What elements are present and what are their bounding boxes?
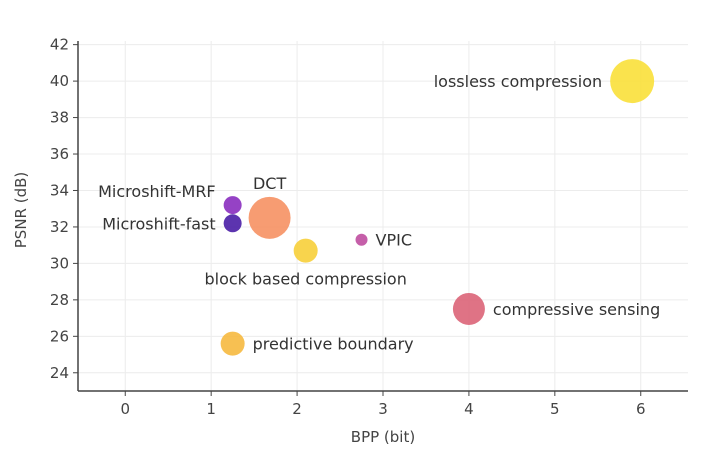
data-point (223, 196, 242, 215)
y-tick-label: 30 (50, 254, 69, 272)
point-label: lossless compression (434, 72, 602, 91)
x-tick-label: 6 (636, 400, 646, 418)
x-tick-label: 4 (464, 400, 474, 418)
y-tick-label: 40 (50, 72, 69, 90)
x-tick-label: 3 (378, 400, 388, 418)
data-point (610, 59, 655, 104)
point-label: DCT (253, 174, 286, 193)
y-axis-title: PSNR (dB) (12, 172, 30, 249)
data-point (223, 214, 242, 233)
y-tick-label: 24 (50, 364, 69, 382)
data-points (220, 59, 655, 356)
data-point (355, 233, 368, 246)
x-tick-label: 2 (292, 400, 302, 418)
point-label: predictive boundary (253, 335, 414, 354)
grid-lines (78, 41, 688, 391)
point-labels: lossless compression Microshift-MRF Micros… (98, 72, 660, 354)
y-tick-label: 26 (50, 327, 69, 345)
point-label: Microshift-MRF (98, 182, 216, 201)
data-point (293, 238, 318, 263)
y-tick-label: 34 (50, 181, 69, 199)
y-tick-label: 42 (50, 36, 69, 54)
point-label: block based compression (204, 270, 406, 289)
data-point (452, 292, 485, 325)
y-tick-label: 32 (50, 218, 69, 236)
x-axis-title: BPP (bit) (351, 428, 415, 446)
y-tick-label: 36 (50, 145, 69, 163)
y-tick-label: 28 (50, 291, 69, 309)
data-point (220, 331, 245, 356)
y-tick-label: 38 (50, 109, 69, 127)
data-point (248, 196, 291, 239)
point-label: VPIC (376, 231, 412, 250)
point-label: compressive sensing (493, 300, 660, 319)
x-tick-label: 0 (120, 400, 130, 418)
x-tick-label: 1 (206, 400, 216, 418)
point-label: Microshift-fast (102, 214, 215, 233)
x-tick-label: 5 (550, 400, 560, 418)
